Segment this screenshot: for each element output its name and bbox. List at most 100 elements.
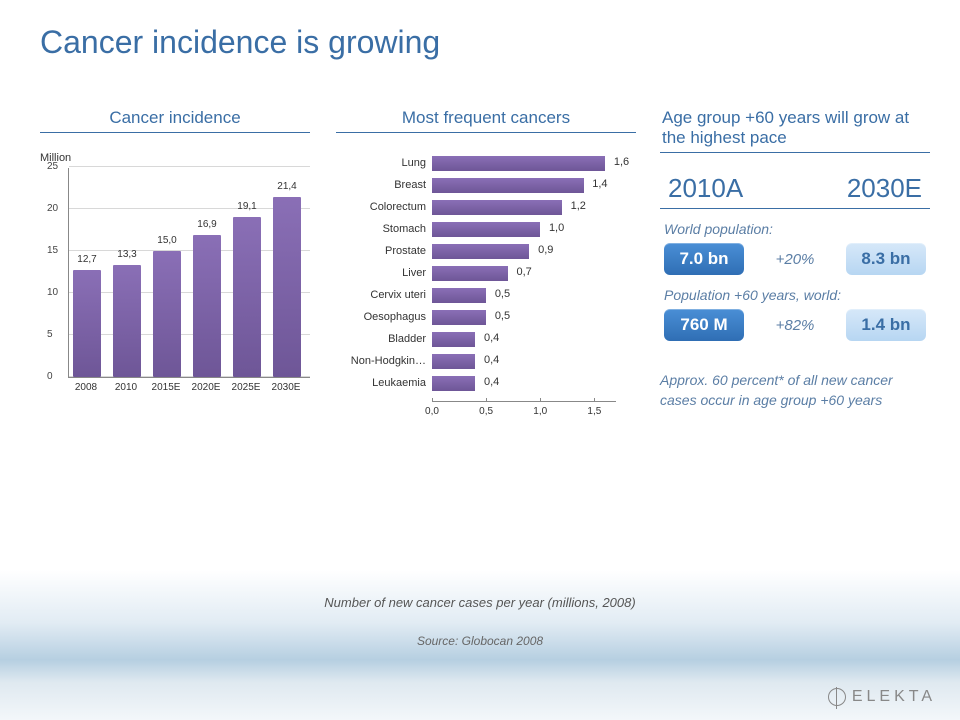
hbar: 0,4 [432, 332, 475, 347]
sixty-pct: +82% [776, 317, 815, 334]
vbar-value-label: 12,7 [67, 254, 107, 265]
vbar-value-label: 21,4 [267, 181, 307, 192]
vbar: 13,3 [113, 265, 141, 377]
world-pop-row: 7.0 bn +20% 8.3 bn [660, 243, 930, 275]
vbar-category-label: 2015E [152, 382, 181, 393]
vbar-category-label: 2008 [75, 382, 97, 393]
col-incidence: Cancer incidence Million 051015202512,71… [40, 108, 310, 153]
vbar-gridline: 25 [69, 166, 310, 167]
hbar-row: Oesophagus 0,5 [336, 307, 636, 329]
vbar: 16,9 [193, 235, 221, 377]
hbar-label: Lung [336, 157, 426, 169]
col1-title: Cancer incidence [40, 108, 310, 133]
hbar: 1,4 [432, 178, 584, 193]
sixty-2010-pill: 760 M [664, 309, 744, 341]
vbar: 12,7 [73, 270, 101, 377]
hbar: 1,0 [432, 222, 540, 237]
vbar-category-label: 2025E [232, 382, 261, 393]
hbar-label: Oesophagus [336, 311, 426, 323]
hbar-label: Non-Hodgkin… [336, 355, 426, 367]
hbar-value-label: 0,4 [484, 332, 499, 344]
hbar-value-label: 0,5 [495, 310, 510, 322]
hbar-row: Prostate 0,9 [336, 241, 636, 263]
hbar-xtick-label: 0,0 [425, 406, 439, 417]
hbar: 0,4 [432, 376, 475, 391]
vbar-value-label: 19,1 [227, 201, 267, 212]
world-pop-label: World population: [664, 221, 930, 237]
hbar: 0,7 [432, 266, 508, 281]
vbar-plot: 051015202512,713,315,016,919,121,4 [68, 168, 310, 378]
vbar-ytick-label: 20 [47, 203, 58, 214]
hbar-row: Cervix uteri 0,5 [336, 285, 636, 307]
vbar: 19,1 [233, 217, 261, 377]
vbar-ytick-label: 10 [47, 287, 58, 298]
hbar: 0,9 [432, 244, 529, 259]
vbar: 15,0 [153, 251, 181, 377]
vbar-chart: 051015202512,713,315,016,919,121,4 20082… [40, 168, 310, 408]
sixty-2030-pill: 1.4 bn [846, 309, 926, 341]
hbar-row: Colorectum 1,2 [336, 197, 636, 219]
pop60-label: Population +60 years, world: [664, 287, 930, 303]
hbar-xtick-label: 1,0 [533, 406, 547, 417]
hbar-label: Cervix uteri [336, 289, 426, 301]
hbar-row: Leukaemia 0,4 [336, 373, 636, 395]
hbar-row: Bladder 0,4 [336, 329, 636, 351]
hbar-label: Colorectum [336, 201, 426, 213]
col3-title: Age group +60 years will grow at the hig… [660, 108, 930, 153]
hbar-xtick-label: 0,5 [479, 406, 493, 417]
hbar-row: Lung 1,6 [336, 153, 636, 175]
vbar-value-label: 15,0 [147, 235, 187, 246]
hbar-value-label: 1,0 [549, 222, 564, 234]
vbar-ytick-label: 5 [47, 329, 53, 340]
hbar: 0,4 [432, 354, 475, 369]
hbar-value-label: 1,2 [571, 200, 586, 212]
hbar-label: Bladder [336, 333, 426, 345]
pop-2030-pill: 8.3 bn [846, 243, 926, 275]
hbar-xaxis: 0,00,51,01,5 [432, 401, 616, 421]
year-2010a: 2010A [668, 173, 743, 204]
hbar-label: Liver [336, 267, 426, 279]
footnote-60pct: Approx. 60 percent* of all new cancer ca… [660, 371, 930, 410]
col-age-group: Age group +60 years will grow at the hig… [660, 108, 930, 410]
hbar-value-label: 0,4 [484, 376, 499, 388]
hbar-row: Liver 0,7 [336, 263, 636, 285]
vbar-ytick-label: 0 [47, 371, 53, 382]
year-2030e: 2030E [847, 173, 922, 204]
vbar: 21,4 [273, 197, 301, 377]
hbar-value-label: 0,5 [495, 288, 510, 300]
hbar-label: Stomach [336, 223, 426, 235]
vbar-value-label: 13,3 [107, 249, 147, 260]
hbar-value-label: 1,6 [614, 156, 629, 168]
hbar-label: Prostate [336, 245, 426, 257]
hbar-value-label: 0,9 [538, 244, 553, 256]
hbar-value-label: 0,7 [516, 266, 531, 278]
page-title: Cancer incidence is growing [40, 24, 440, 61]
hbar-label: Leukaemia [336, 377, 426, 389]
year-header: 2010A 2030E [660, 173, 930, 209]
caption-number-cases: Number of new cancer cases per year (mil… [0, 595, 960, 610]
hbar-chart: Lung 1,6 Breast 1,4 Colorectum 1,2 Stomach 1,0 P… [336, 153, 636, 421]
vbar-ytick-label: 25 [47, 161, 58, 172]
vbar-category-label: 2030E [272, 382, 301, 393]
logo-mark-icon [828, 688, 846, 706]
col2-title: Most frequent cancers [336, 108, 636, 133]
hbar-row: Stomach 1,0 [336, 219, 636, 241]
pop60-row: 760 M +82% 1.4 bn [660, 309, 930, 341]
hbar: 0,5 [432, 288, 486, 303]
col-frequent: Most frequent cancers Lung 1,6 Breast 1,4 Co… [336, 108, 636, 421]
hbar-label: Breast [336, 179, 426, 191]
vbar-category-label: 2020E [192, 382, 221, 393]
vbar-category-label: 2010 [115, 382, 137, 393]
hbar-value-label: 1,4 [592, 178, 607, 190]
hbar-row: Breast 1,4 [336, 175, 636, 197]
pop-2010-pill: 7.0 bn [664, 243, 744, 275]
hbar: 0,5 [432, 310, 486, 325]
vbar-ytick-label: 15 [47, 245, 58, 256]
hbar: 1,2 [432, 200, 562, 215]
hbar-xtick-label: 1,5 [587, 406, 601, 417]
logo-text: ELEKTA [852, 688, 936, 706]
pop-pct: +20% [776, 251, 815, 268]
caption-source: Source: Globocan 2008 [0, 634, 960, 648]
elekta-logo: ELEKTA [828, 688, 936, 706]
hbar-row: Non-Hodgkin… 0,4 [336, 351, 636, 373]
